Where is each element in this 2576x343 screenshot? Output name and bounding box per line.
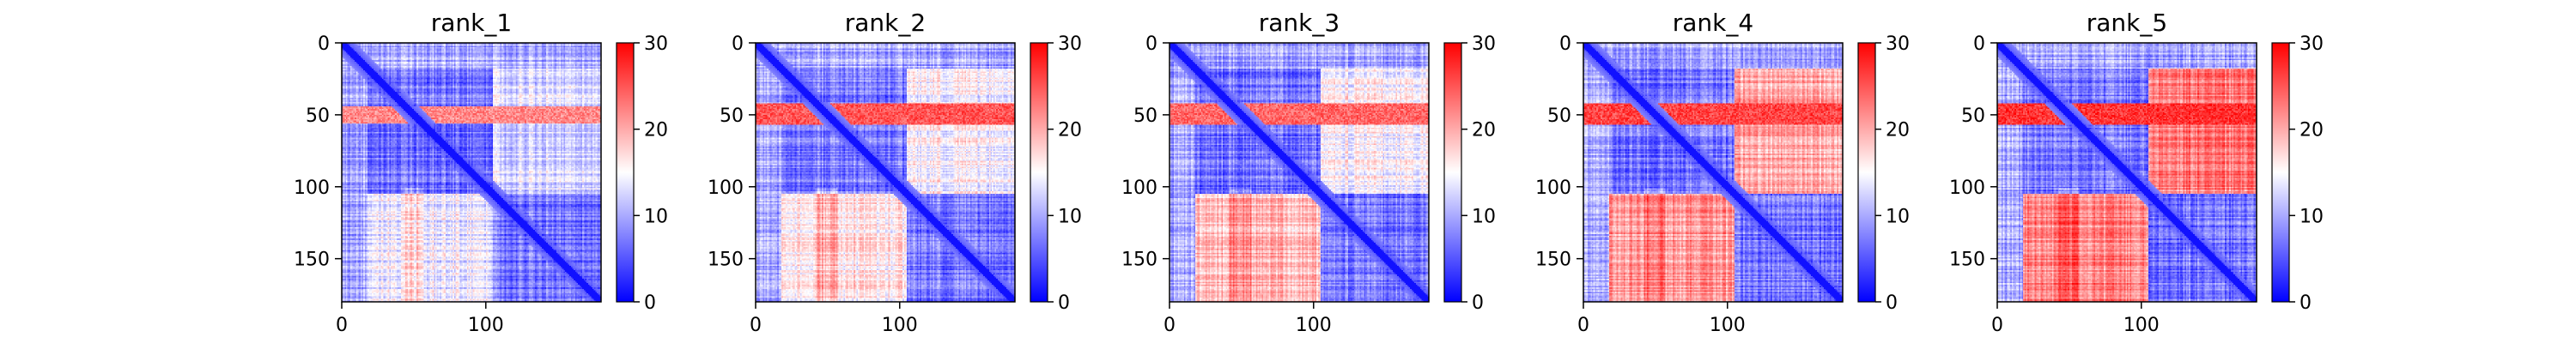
x-tick-label: 100 — [882, 315, 918, 336]
colorbar-tick-label: 10 — [1886, 206, 1910, 227]
colorbar-tick-label: 0 — [1886, 292, 1898, 314]
x-tick-label: 0 — [1163, 315, 1176, 336]
colorbar-tick-label: 10 — [644, 206, 668, 227]
y-tick-label: 0 — [1145, 33, 1157, 55]
colorbar-tick-label: 20 — [1472, 120, 1496, 141]
y-tick-label: 150 — [1949, 250, 1985, 271]
x-tick-label: 100 — [468, 315, 504, 336]
y-tick-label: 0 — [1559, 33, 1571, 55]
heatmap-image — [1583, 43, 1843, 302]
heatmap-image — [1170, 43, 1429, 302]
colorbar-tick-label: 0 — [1472, 292, 1484, 314]
y-tick-label: 0 — [732, 33, 744, 55]
colorbar — [2271, 42, 2290, 303]
y-tick-label: 0 — [318, 33, 330, 55]
x-tick-label: 0 — [336, 315, 348, 336]
colorbar — [616, 42, 635, 303]
colorbar-tick-label: 10 — [2300, 206, 2324, 227]
heatmap-panel-5: rank_5 0 50 100 150 0 100 0 10 20 30 — [1949, 9, 2324, 336]
heatmap-image — [342, 43, 601, 302]
y-tick-label: 100 — [1949, 178, 1985, 199]
panel-title: rank_3 — [1259, 9, 1340, 37]
axes-frame — [341, 42, 602, 303]
colorbar — [1443, 42, 1462, 303]
colorbar-tick-label: 30 — [1058, 33, 1082, 55]
x-tick-label: 0 — [750, 315, 762, 336]
y-tick-label: 150 — [1535, 250, 1571, 271]
heatmap-panel-2: rank_2 0 50 100 150 0 100 0 10 20 30 — [708, 9, 1082, 336]
axes-frame — [1996, 42, 2257, 303]
x-tick-label: 100 — [1710, 315, 1746, 336]
colorbar-tick-label: 30 — [1472, 33, 1496, 55]
panel-title: rank_4 — [1673, 9, 1753, 37]
colorbar-tick-label: 0 — [2300, 292, 2312, 314]
panel-title: rank_2 — [845, 9, 926, 37]
colorbar-tick-label: 30 — [1886, 33, 1910, 55]
colorbar-tick-label: 20 — [1058, 120, 1082, 141]
colorbar — [1857, 42, 1876, 303]
y-tick-label: 150 — [708, 250, 744, 271]
colorbar-tick-label: 20 — [1886, 120, 1910, 141]
y-tick-label: 50 — [1961, 105, 1985, 127]
colorbar-tick-label: 0 — [1058, 292, 1070, 314]
y-tick-label: 150 — [1121, 250, 1157, 271]
colorbar — [1030, 42, 1048, 303]
x-tick-label: 0 — [1577, 315, 1589, 336]
colorbar-tick-label: 30 — [644, 33, 668, 55]
panel-title: rank_1 — [431, 9, 512, 37]
y-tick-label: 0 — [1973, 33, 1985, 55]
panel-title: rank_5 — [2087, 9, 2167, 37]
heatmap-image — [756, 43, 1015, 302]
heatmap-image — [1997, 43, 2257, 302]
x-tick-label: 100 — [2123, 315, 2160, 336]
y-tick-label: 100 — [294, 178, 330, 199]
x-tick-label: 100 — [1296, 315, 1332, 336]
colorbar-tick-label: 20 — [644, 120, 668, 141]
y-tick-label: 50 — [1133, 105, 1157, 127]
axes-frame — [1169, 42, 1430, 303]
y-tick-label: 50 — [306, 105, 330, 127]
heatmap-panel-4: rank_4 0 50 100 150 0 100 0 10 20 30 — [1535, 9, 1910, 336]
y-tick-label: 50 — [1547, 105, 1571, 127]
colorbar-tick-label: 30 — [2300, 33, 2324, 55]
y-tick-label: 100 — [1535, 178, 1571, 199]
y-tick-label: 100 — [708, 178, 744, 199]
axes-frame — [755, 42, 1016, 303]
colorbar-tick-label: 0 — [644, 292, 656, 314]
colorbar-tick-label: 20 — [2300, 120, 2324, 141]
y-tick-label: 150 — [294, 250, 330, 271]
colorbar-tick-label: 10 — [1472, 206, 1496, 227]
y-tick-label: 50 — [720, 105, 744, 127]
axes-frame — [1583, 42, 1844, 303]
heatmap-panel-1: rank_1 0 50 100 150 0 100 0 10 20 30 — [294, 9, 668, 336]
y-tick-label: 100 — [1121, 178, 1157, 199]
heatmap-panel-3: rank_3 0 50 100 150 0 100 0 10 20 30 — [1121, 9, 1496, 336]
x-tick-label: 0 — [1991, 315, 2003, 336]
colorbar-tick-label: 10 — [1058, 206, 1082, 227]
